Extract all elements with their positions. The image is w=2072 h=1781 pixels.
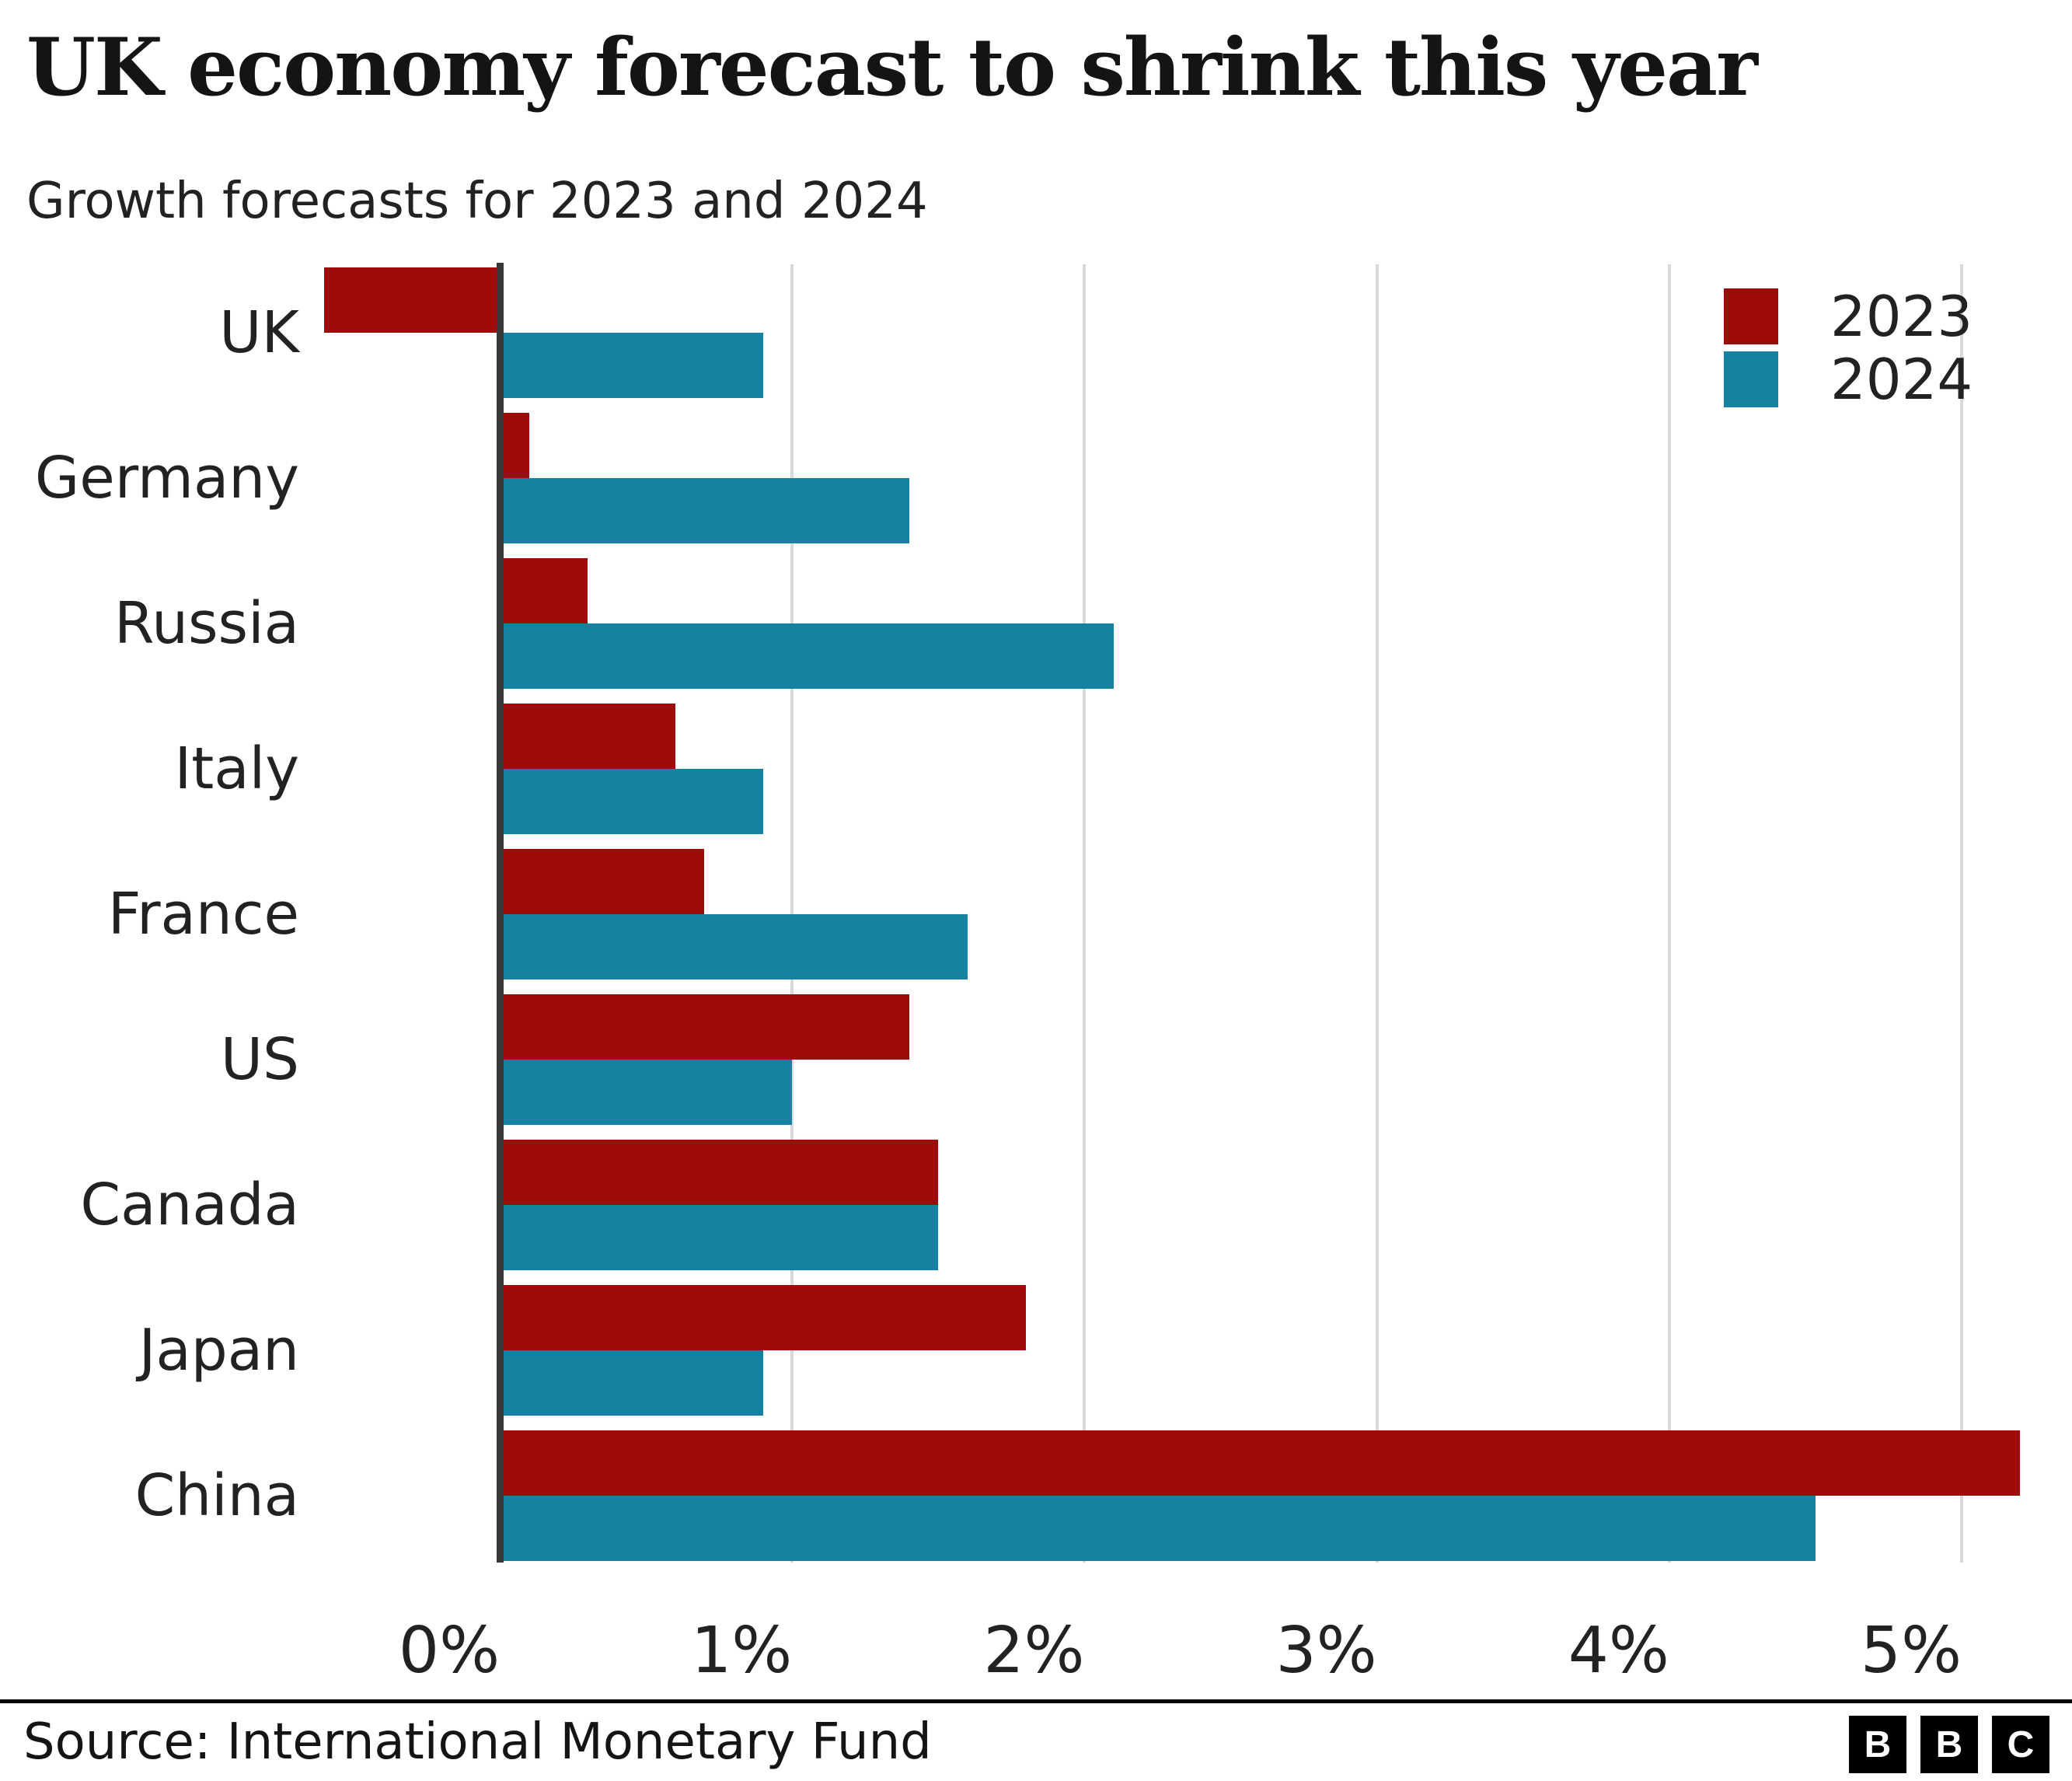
footer-divider bbox=[0, 1699, 2072, 1703]
legend-swatch-2023 bbox=[1724, 288, 1778, 344]
category-label-italy: Italy bbox=[174, 735, 299, 802]
legend-label-2023: 2023 bbox=[1830, 283, 1973, 349]
gridline-4pct bbox=[1667, 264, 1671, 1563]
x-tick-label-5pct: 5% bbox=[1860, 1614, 1962, 1688]
page-title: UK economy forecast to shrink this year bbox=[26, 21, 1758, 114]
bar-2023-us bbox=[500, 994, 909, 1060]
category-label-russia: Russia bbox=[113, 590, 299, 657]
category-label-uk: UK bbox=[219, 299, 299, 366]
category-label-japan: Japan bbox=[138, 1317, 299, 1384]
category-label-china: China bbox=[134, 1462, 299, 1529]
bar-2024-japan bbox=[500, 1350, 763, 1416]
category-label-france: France bbox=[107, 881, 299, 948]
legend-item-2024: 2024 bbox=[1724, 347, 1973, 410]
x-tick-label-0pct: 0% bbox=[398, 1614, 500, 1688]
bar-2023-canada bbox=[500, 1140, 939, 1205]
bar-2023-japan bbox=[500, 1285, 1027, 1350]
gridline-1pct bbox=[790, 264, 794, 1563]
category-label-canada: Canada bbox=[80, 1172, 299, 1238]
gridline-2pct bbox=[1083, 264, 1087, 1563]
bbc-logo-letter-2: B bbox=[1920, 1716, 1978, 1773]
bar-2023-germany bbox=[500, 413, 529, 478]
bbc-logo-letter-3: C bbox=[1992, 1716, 2049, 1773]
bar-2023-italy bbox=[500, 704, 675, 769]
bar-2024-russia bbox=[500, 623, 1114, 689]
x-tick-label-2pct: 2% bbox=[983, 1614, 1085, 1688]
chart-subtitle: Growth forecasts for 2023 and 2024 bbox=[26, 173, 928, 230]
bar-2023-uk bbox=[324, 267, 500, 333]
x-tick-label-1pct: 1% bbox=[691, 1614, 793, 1688]
bar-2024-france bbox=[500, 914, 968, 980]
legend-swatch-2024 bbox=[1724, 351, 1778, 407]
legend-label-2024: 2024 bbox=[1830, 346, 1973, 412]
bar-2024-italy bbox=[500, 769, 763, 834]
legend-item-2023: 2023 bbox=[1724, 285, 1973, 347]
bar-2024-germany bbox=[500, 478, 909, 543]
category-label-us: US bbox=[220, 1026, 299, 1093]
bar-2024-uk bbox=[500, 333, 763, 398]
chart-legend: 2023 2024 bbox=[1724, 285, 1973, 410]
source-note: Source: International Monetary Fund bbox=[23, 1713, 932, 1771]
x-tick-label-4pct: 4% bbox=[1568, 1614, 1669, 1688]
zero-axis-line bbox=[496, 263, 504, 1563]
category-label-germany: Germany bbox=[34, 445, 299, 512]
bar-2023-france bbox=[500, 849, 705, 914]
bar-2024-china bbox=[500, 1496, 1816, 1561]
bar-2023-china bbox=[500, 1430, 2021, 1496]
bar-2024-canada bbox=[500, 1205, 939, 1270]
bar-2024-us bbox=[500, 1060, 793, 1125]
bbc-logo-letter-1: B bbox=[1849, 1716, 1906, 1773]
gridline-3pct bbox=[1375, 264, 1379, 1563]
bar-2023-russia bbox=[500, 558, 588, 623]
gridline-5pct bbox=[1960, 264, 1963, 1563]
x-tick-label-3pct: 3% bbox=[1275, 1614, 1377, 1688]
